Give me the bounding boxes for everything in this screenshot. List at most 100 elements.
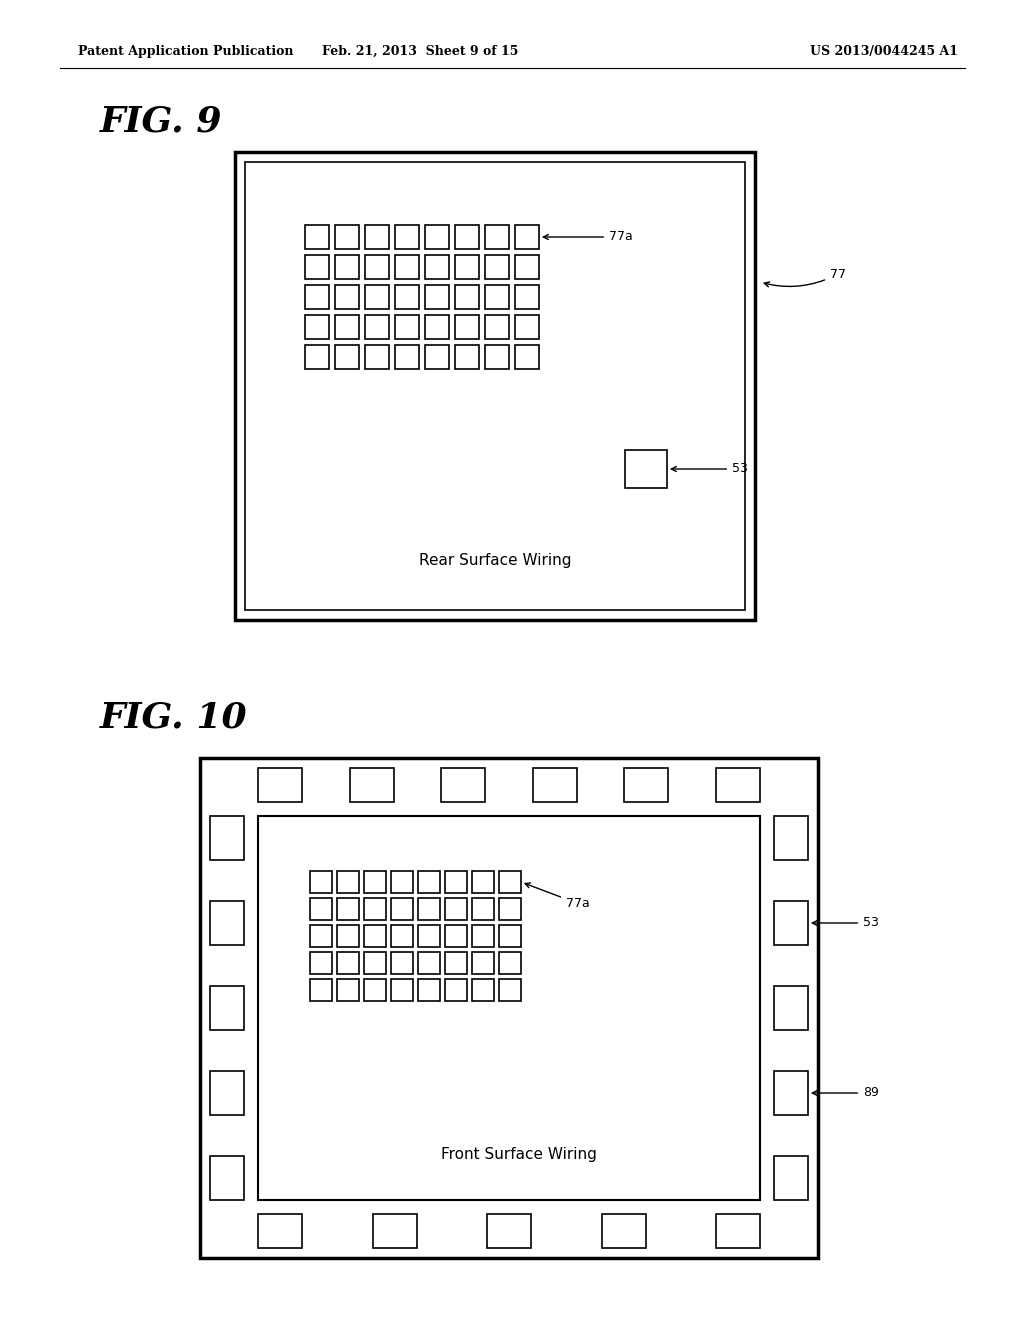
Text: US 2013/0044245 A1: US 2013/0044245 A1 bbox=[810, 45, 958, 58]
Bar bbox=[395, 285, 419, 309]
Bar bbox=[364, 898, 386, 920]
Bar bbox=[515, 285, 539, 309]
Bar bbox=[335, 315, 359, 339]
Bar bbox=[425, 285, 449, 309]
Text: 77a: 77a bbox=[544, 231, 633, 243]
Bar bbox=[441, 768, 485, 803]
Bar bbox=[445, 871, 467, 894]
Bar bbox=[625, 450, 667, 488]
Bar bbox=[337, 979, 359, 1001]
Text: Front Surface Wiring: Front Surface Wiring bbox=[441, 1147, 597, 1163]
Bar bbox=[305, 255, 329, 279]
Bar bbox=[418, 952, 440, 974]
Text: 53: 53 bbox=[672, 462, 748, 475]
Bar bbox=[364, 871, 386, 894]
Bar bbox=[485, 285, 509, 309]
Bar bbox=[601, 1214, 645, 1247]
Bar bbox=[337, 871, 359, 894]
Bar bbox=[305, 285, 329, 309]
Bar bbox=[391, 952, 413, 974]
Bar bbox=[445, 952, 467, 974]
Text: FIG. 9: FIG. 9 bbox=[100, 106, 222, 139]
Bar bbox=[365, 345, 389, 370]
Bar bbox=[305, 315, 329, 339]
Text: FIG. 10: FIG. 10 bbox=[100, 700, 248, 734]
Bar bbox=[305, 345, 329, 370]
Bar bbox=[365, 315, 389, 339]
Bar bbox=[774, 902, 808, 945]
Bar bbox=[774, 816, 808, 861]
Bar bbox=[485, 315, 509, 339]
Bar bbox=[335, 285, 359, 309]
Bar bbox=[364, 979, 386, 1001]
Bar bbox=[455, 255, 479, 279]
Text: 89: 89 bbox=[812, 1086, 879, 1100]
Bar bbox=[210, 902, 244, 945]
Bar bbox=[391, 871, 413, 894]
Bar bbox=[515, 255, 539, 279]
Bar bbox=[234, 152, 755, 620]
Text: 77a: 77a bbox=[525, 883, 590, 909]
Bar bbox=[445, 925, 467, 946]
Bar bbox=[425, 224, 449, 249]
Bar bbox=[335, 255, 359, 279]
Bar bbox=[200, 758, 818, 1258]
Bar bbox=[487, 1214, 531, 1247]
Bar bbox=[310, 979, 332, 1001]
Bar bbox=[418, 925, 440, 946]
Bar bbox=[305, 224, 329, 249]
Bar bbox=[391, 898, 413, 920]
Bar bbox=[515, 224, 539, 249]
Bar bbox=[337, 898, 359, 920]
Bar bbox=[472, 898, 494, 920]
Bar bbox=[310, 871, 332, 894]
Bar bbox=[310, 952, 332, 974]
Text: 77: 77 bbox=[764, 268, 846, 286]
Bar bbox=[337, 952, 359, 974]
Bar bbox=[625, 768, 669, 803]
Bar bbox=[395, 345, 419, 370]
Bar bbox=[499, 898, 521, 920]
Bar bbox=[310, 925, 332, 946]
Text: 53: 53 bbox=[812, 916, 879, 929]
Bar bbox=[716, 768, 760, 803]
Bar bbox=[245, 162, 745, 610]
Bar bbox=[472, 871, 494, 894]
Bar bbox=[337, 925, 359, 946]
Bar bbox=[472, 925, 494, 946]
Bar bbox=[335, 224, 359, 249]
Text: Patent Application Publication: Patent Application Publication bbox=[78, 45, 294, 58]
Bar bbox=[485, 345, 509, 370]
Bar bbox=[485, 224, 509, 249]
Bar bbox=[445, 979, 467, 1001]
Bar bbox=[515, 345, 539, 370]
Bar bbox=[364, 925, 386, 946]
Bar bbox=[499, 871, 521, 894]
Bar bbox=[515, 315, 539, 339]
Bar bbox=[455, 315, 479, 339]
Bar bbox=[455, 224, 479, 249]
Bar bbox=[365, 255, 389, 279]
Bar bbox=[391, 925, 413, 946]
Bar bbox=[418, 898, 440, 920]
Bar bbox=[774, 1156, 808, 1200]
Bar bbox=[472, 979, 494, 1001]
Bar bbox=[364, 952, 386, 974]
Bar bbox=[425, 315, 449, 339]
Bar bbox=[455, 285, 479, 309]
Bar bbox=[310, 898, 332, 920]
Bar bbox=[532, 768, 577, 803]
Bar bbox=[210, 1156, 244, 1200]
Text: Rear Surface Wiring: Rear Surface Wiring bbox=[419, 553, 571, 568]
Bar bbox=[455, 345, 479, 370]
Bar bbox=[395, 255, 419, 279]
Bar bbox=[395, 224, 419, 249]
Bar bbox=[418, 979, 440, 1001]
Bar bbox=[425, 345, 449, 370]
Bar bbox=[499, 979, 521, 1001]
Bar bbox=[258, 816, 760, 1200]
Text: Feb. 21, 2013  Sheet 9 of 15: Feb. 21, 2013 Sheet 9 of 15 bbox=[322, 45, 518, 58]
Bar bbox=[335, 345, 359, 370]
Bar bbox=[716, 1214, 760, 1247]
Bar bbox=[774, 1071, 808, 1115]
